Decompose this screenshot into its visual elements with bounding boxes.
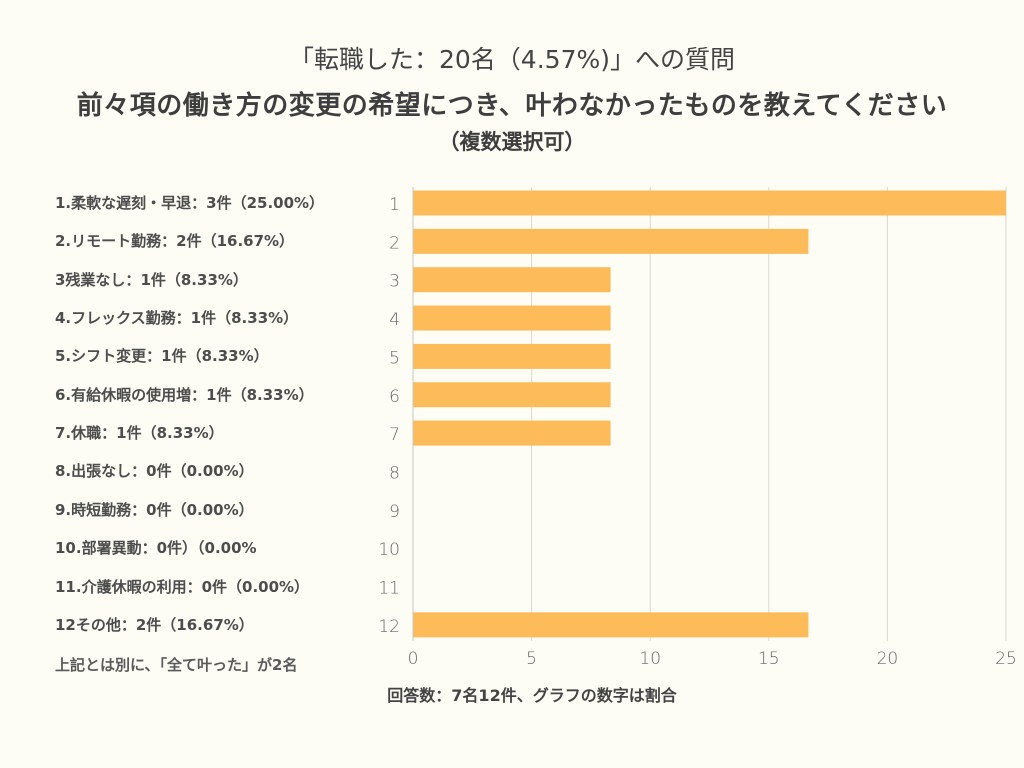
y-tick-label: 9 <box>389 502 400 522</box>
category-label: 4.フレックス勤務：1件（8.33%） <box>55 309 299 328</box>
chart-title-line3: （複数選択可） <box>438 130 586 154</box>
category-label: 8.出張なし：0件（0.00%） <box>55 462 254 481</box>
y-tick-label: 2 <box>389 233 400 253</box>
x-tick-label: 5 <box>526 649 537 669</box>
bar-3 <box>413 267 611 293</box>
x-tick-label: 0 <box>408 649 419 669</box>
category-label: 3残業なし：1件（8.33%） <box>55 270 248 289</box>
category-label: 11.介護休暇の利用：0件（0.00%） <box>55 577 310 596</box>
bar-1 <box>413 190 1006 216</box>
y-tick-label: 6 <box>389 387 400 407</box>
category-label: 1.柔軟な遅刻・早退：3件（25.00%） <box>55 194 325 212</box>
x-tick-label: 15 <box>758 649 780 669</box>
bar-5 <box>413 343 611 369</box>
bar-4 <box>413 305 611 331</box>
category-label: 6.有給休暇の使用増：1件（8.33%） <box>55 385 314 404</box>
y-tick-label: 3 <box>389 272 400 292</box>
footer-text: 回答数：7名12件、グラフの数字は割合 <box>387 686 677 705</box>
category-label: 10.部署異動：0件）（0.00% <box>55 539 257 558</box>
y-tick-label: 1 <box>389 195 400 215</box>
y-tick-label: 5 <box>389 348 400 368</box>
bar-6 <box>413 382 611 408</box>
y-tick-label: 10 <box>378 540 400 560</box>
chart-title-line1: 「転職した：20名（4.57%)」への質問 <box>289 45 735 74</box>
bar-12 <box>413 612 809 638</box>
x-tick-label: 25 <box>995 649 1017 669</box>
x-tick-label: 10 <box>639 649 661 669</box>
category-label: 5.シフト変更：1件（8.33%） <box>55 347 269 366</box>
chart-title-line2: 前々項の働き方の変更の希望につき、叶わなかったものを教えてください <box>76 91 948 121</box>
bar-2 <box>413 228 809 254</box>
y-tick-label: 8 <box>389 463 400 483</box>
category-label: 9.時短勤務：0件（0.00%） <box>55 500 254 519</box>
x-tick-label: 20 <box>877 649 899 669</box>
category-label: 12その他：2件（16.67%） <box>55 615 254 634</box>
y-tick-label: 11 <box>378 579 400 599</box>
y-tick-label: 12 <box>378 617 400 637</box>
y-tick-label: 7 <box>389 425 400 445</box>
y-tick-label: 4 <box>389 310 400 330</box>
category-label: 7.休職：1件（8.33%） <box>55 424 224 443</box>
bar-7 <box>413 420 611 446</box>
category-label: 2.リモート勤務：2件（16.67%） <box>55 232 295 251</box>
note-text: 上記とは別に、「全て叶った」が2名 <box>55 656 298 674</box>
